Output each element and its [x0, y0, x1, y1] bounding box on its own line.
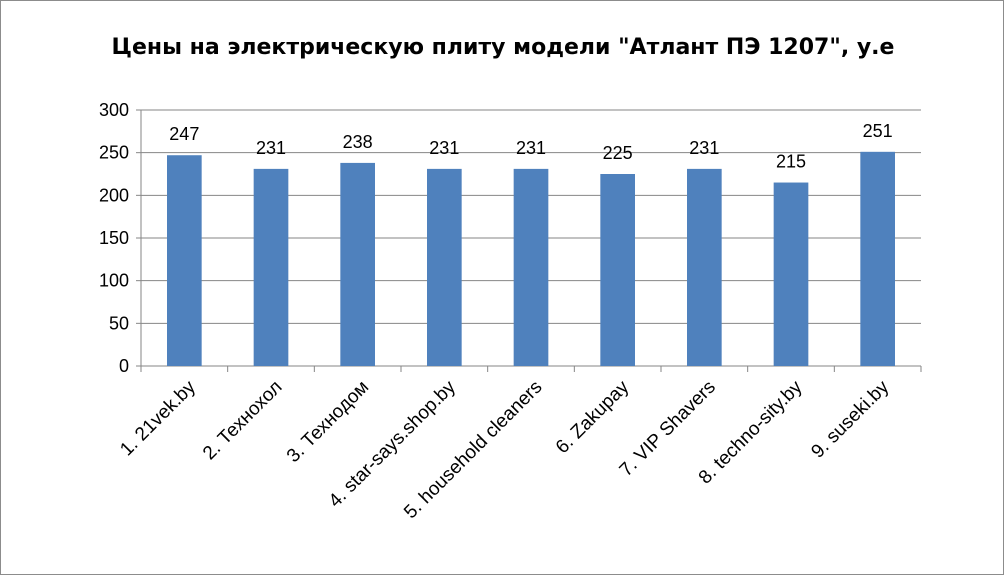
- y-tick-label: 50: [109, 313, 129, 333]
- chart-title: Цены на электрическую плиту модели "Атла…: [111, 35, 895, 60]
- y-tick-label: 250: [99, 143, 129, 163]
- bar: [773, 182, 809, 366]
- x-tick-label: 1. 21vek.by: [116, 376, 200, 460]
- y-tick-label: 300: [99, 100, 129, 120]
- bar: [427, 168, 462, 366]
- data-label: 231: [516, 138, 546, 158]
- bar: [600, 174, 635, 366]
- data-label: 251: [863, 121, 893, 141]
- data-label: 215: [776, 152, 806, 172]
- data-label: 231: [429, 138, 459, 158]
- x-tick-label: 6. Zakupay: [552, 376, 634, 458]
- bar: [340, 162, 375, 366]
- bar: [860, 151, 895, 366]
- y-tick-labels: 0 50 100 150 200 250 300: [99, 100, 129, 376]
- x-tick-label: 9. suseki.by: [807, 376, 893, 462]
- data-label: 238: [343, 132, 373, 152]
- bar: [167, 155, 202, 366]
- bar: [513, 168, 549, 366]
- bar: [253, 168, 289, 366]
- data-label: 231: [689, 138, 719, 158]
- x-tick-label: 2. Технохол: [199, 377, 286, 464]
- bar: [687, 168, 722, 366]
- data-label: 231: [256, 138, 286, 158]
- x-tick-label: 3. Технодом: [283, 377, 373, 467]
- y-tick-label: 200: [99, 185, 129, 205]
- y-tick-label: 0: [119, 356, 129, 376]
- data-label: 225: [603, 143, 633, 163]
- y-tick-label: 150: [99, 228, 129, 248]
- data-labels: 247 231 238 231 231 225 231 215 251: [169, 121, 892, 172]
- y-tick-label: 100: [99, 271, 129, 291]
- bars: [167, 151, 895, 366]
- data-label: 247: [169, 124, 199, 144]
